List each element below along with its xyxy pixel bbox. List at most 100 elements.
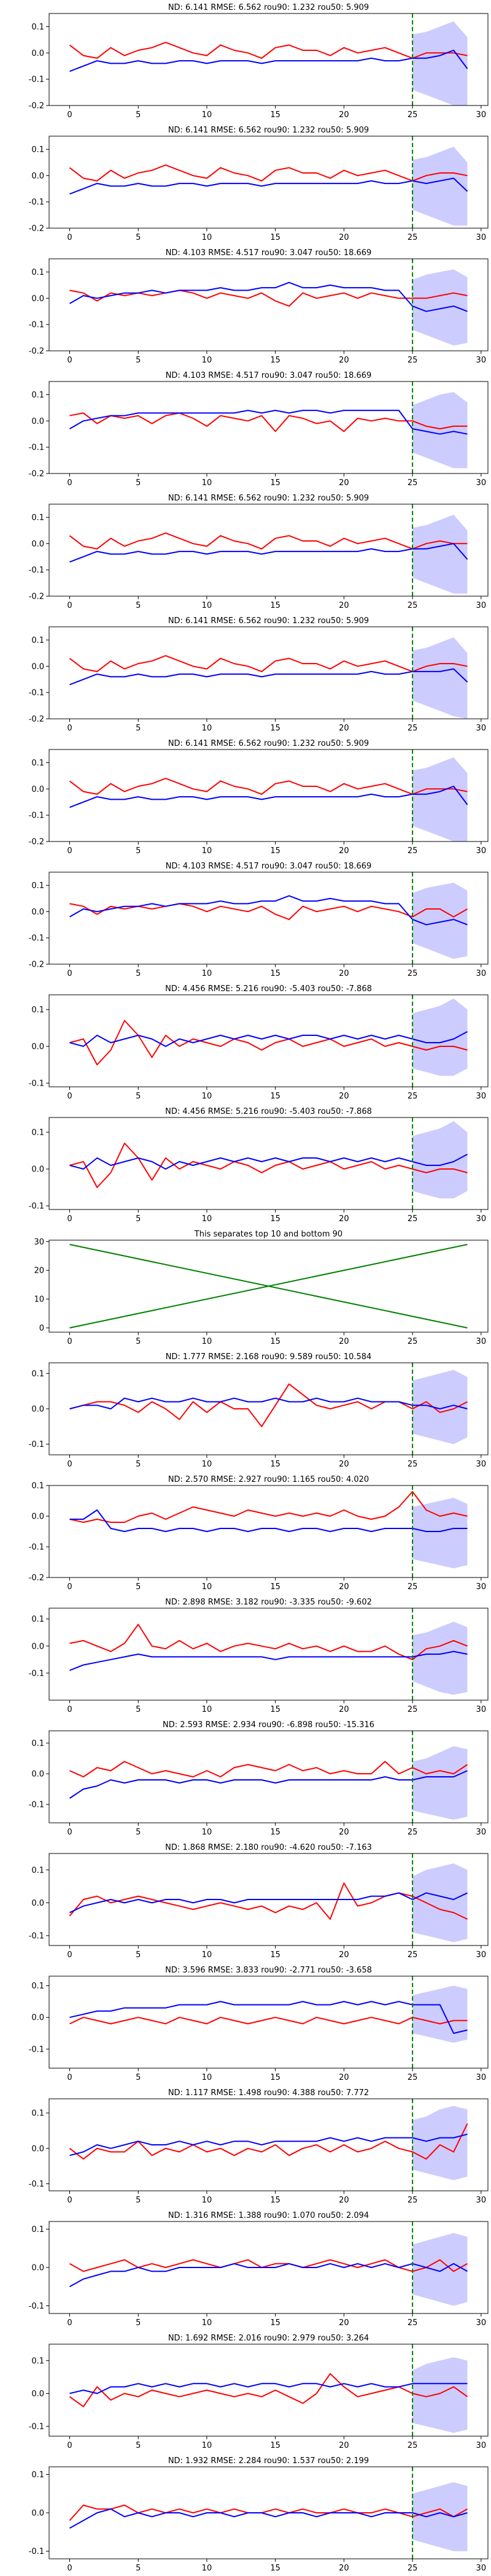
y-tick-label: -0.2 — [29, 715, 44, 724]
x-tick-label: 5 — [136, 478, 141, 488]
series-line — [69, 778, 468, 795]
x-tick-label: 5 — [136, 1705, 141, 1714]
chart-panel: ND: 4.456 RMSE: 5.216 rou90: -5.403 rou5… — [29, 1107, 489, 1224]
series-line — [69, 1761, 468, 1777]
x-tick-label: 15 — [270, 1092, 280, 1101]
x-tick-label: 30 — [476, 1705, 487, 1714]
axes-frame — [48, 1240, 489, 1333]
x-tick-label: 25 — [408, 2441, 418, 2450]
axes-frame — [48, 994, 489, 1087]
x-tick-label: 30 — [476, 1950, 487, 1960]
series-line — [69, 543, 468, 563]
plot-area — [69, 2467, 468, 2559]
y-tick-label: 0.1 — [31, 759, 44, 768]
x-tick-label: 10 — [202, 2441, 212, 2450]
x-tick-label: 15 — [270, 2073, 280, 2082]
x-tick-label: 5 — [136, 846, 141, 856]
prediction-band — [412, 2233, 468, 2306]
y-tick-label: 0.1 — [31, 268, 44, 277]
series-line — [69, 2504, 468, 2521]
series-line — [69, 282, 468, 312]
chart-panel: ND: 1.692 RMSE: 2.016 rou90: 2.979 rou50… — [29, 2334, 489, 2450]
x-tick-label: 5 — [136, 1092, 141, 1101]
x-tick-label: 0 — [67, 233, 72, 242]
x-tick-label: 0 — [67, 846, 72, 856]
prediction-band — [412, 269, 468, 346]
plot-area — [69, 1608, 468, 1700]
y-tick-label: -0.1 — [29, 443, 44, 453]
y-tick-label: -0.1 — [29, 1669, 44, 1678]
plot-area — [69, 1244, 468, 1328]
prediction-band — [412, 1863, 468, 1942]
y-tick-label: 0.0 — [31, 1165, 44, 1175]
x-tick-label: 5 — [136, 724, 141, 733]
x-tick-label: 25 — [408, 1950, 418, 1960]
y-tick-label: 0.1 — [31, 2225, 44, 2234]
x-tick-label: 25 — [408, 2073, 418, 2082]
x-tick-label: 0 — [67, 1337, 72, 1346]
axes-frame — [48, 258, 489, 351]
x-tick-label: 0 — [67, 2441, 72, 2450]
x-tick-label: 30 — [476, 1214, 487, 1224]
chart-title: ND: 2.898 RMSE: 3.182 rou90: -3.335 rou5… — [165, 1598, 372, 1607]
y-tick-label: 0.1 — [31, 1482, 44, 1491]
chart-title: ND: 2.593 RMSE: 2.934 rou90: -6.898 rou5… — [163, 1720, 374, 1730]
x-tick-label: 5 — [136, 2318, 141, 2328]
y-tick-label: -0.2 — [29, 224, 44, 234]
x-tick-label: 15 — [270, 233, 280, 242]
x-tick-label: 5 — [136, 1460, 141, 1469]
x-tick-label: 30 — [476, 1337, 487, 1346]
x-tick-label: 15 — [270, 1582, 280, 1592]
x-tick-label: 5 — [136, 1337, 141, 1346]
series-line — [69, 1770, 468, 1799]
x-tick-label: 5 — [136, 356, 141, 365]
x-tick-label: 10 — [202, 110, 212, 120]
y-tick-label: 0 — [39, 1324, 44, 1333]
axes-frame — [48, 1853, 489, 1946]
x-tick-label: 5 — [136, 2441, 141, 2450]
series-line — [69, 1509, 468, 1532]
chart-title: ND: 4.456 RMSE: 5.216 rou90: -5.403 rou5… — [165, 1107, 372, 1116]
series-line — [69, 2123, 468, 2160]
y-tick-label: 20 — [34, 1267, 44, 1276]
y-tick-label: -0.2 — [29, 960, 44, 970]
series-line — [69, 1143, 468, 1188]
chart-title: ND: 4.103 RMSE: 4.517 rou90: 3.047 rou50… — [166, 371, 372, 380]
y-tick-label: -0.1 — [29, 1202, 44, 1211]
x-tick-label: 0 — [67, 1460, 72, 1469]
x-tick-label: 20 — [339, 969, 349, 978]
series-line — [69, 1244, 468, 1328]
x-tick-label: 30 — [476, 969, 487, 978]
y-tick-label: 0.1 — [31, 1866, 44, 1875]
y-tick-label: -0.1 — [29, 2422, 44, 2431]
prediction-band — [412, 1121, 468, 1198]
chart-panel: ND: 2.570 RMSE: 2.927 rou90: 1.165 rou50… — [29, 1475, 489, 1592]
prediction-band — [412, 999, 468, 1076]
plot-area — [69, 1363, 468, 1455]
x-tick-label: 30 — [476, 1828, 487, 1837]
x-tick-label: 20 — [339, 1460, 349, 1469]
plot-area — [69, 136, 468, 228]
prediction-band — [412, 515, 468, 594]
x-tick-label: 5 — [136, 2196, 141, 2205]
plot-area — [69, 627, 468, 719]
x-tick-label: 5 — [136, 233, 141, 242]
axes-frame — [48, 749, 489, 842]
x-tick-label: 15 — [270, 2441, 280, 2450]
y-tick-label: -0.1 — [29, 198, 44, 207]
y-tick-label: 0.0 — [31, 785, 44, 794]
y-tick-label: -0.1 — [29, 1440, 44, 1449]
x-tick-label: 10 — [202, 724, 212, 733]
x-tick-label: 0 — [67, 1092, 72, 1101]
y-tick-label: -0.1 — [29, 689, 44, 698]
plot-area — [69, 1117, 468, 1209]
x-tick-label: 30 — [476, 110, 487, 120]
y-tick-label: 0.1 — [31, 1006, 44, 1015]
chart-title: ND: 3.596 RMSE: 3.833 rou90: -2.771 rou5… — [165, 1966, 372, 1975]
y-tick-label: -0.1 — [29, 934, 44, 943]
x-tick-label: 15 — [270, 1705, 280, 1714]
chart-panel: ND: 6.141 RMSE: 6.562 rou90: 1.232 rou50… — [29, 739, 489, 856]
axes-frame — [48, 136, 489, 229]
x-tick-label: 15 — [270, 1828, 280, 1837]
